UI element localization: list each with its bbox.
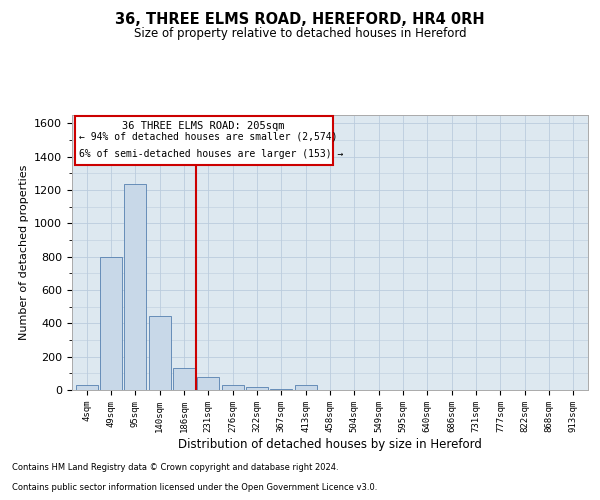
Bar [149, 316, 170, 390]
Text: 36, THREE ELMS ROAD, HEREFORD, HR4 0RH: 36, THREE ELMS ROAD, HEREFORD, HR4 0RH [115, 12, 485, 28]
Bar [197, 376, 219, 390]
Bar [76, 386, 98, 390]
Bar [221, 384, 244, 390]
Bar [173, 368, 195, 390]
X-axis label: Distribution of detached houses by size in Hereford: Distribution of detached houses by size … [178, 438, 482, 450]
Text: Size of property relative to detached houses in Hereford: Size of property relative to detached ho… [134, 28, 466, 40]
Text: 6% of semi-detached houses are larger (153) →: 6% of semi-detached houses are larger (1… [79, 149, 343, 159]
Bar [124, 184, 146, 390]
Text: Contains HM Land Registry data © Crown copyright and database right 2024.: Contains HM Land Registry data © Crown c… [12, 464, 338, 472]
FancyBboxPatch shape [74, 116, 332, 164]
Text: Contains public sector information licensed under the Open Government Licence v3: Contains public sector information licen… [12, 484, 377, 492]
Bar [271, 389, 292, 390]
Bar [100, 256, 122, 390]
Bar [295, 386, 317, 390]
Y-axis label: Number of detached properties: Number of detached properties [19, 165, 29, 340]
Bar [246, 387, 268, 390]
Text: ← 94% of detached houses are smaller (2,574): ← 94% of detached houses are smaller (2,… [79, 132, 337, 141]
Text: 36 THREE ELMS ROAD: 205sqm: 36 THREE ELMS ROAD: 205sqm [122, 120, 285, 130]
